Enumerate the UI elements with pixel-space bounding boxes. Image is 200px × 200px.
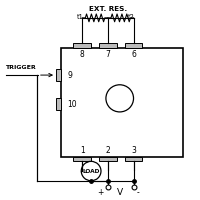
Text: V: V [117, 188, 123, 197]
Text: EXT. RES.: EXT. RES. [89, 6, 127, 12]
Text: 1: 1 [80, 146, 85, 155]
Text: 8: 8 [80, 50, 85, 59]
Text: 9: 9 [67, 71, 72, 80]
Text: LOAD: LOAD [82, 169, 100, 174]
Text: 2: 2 [106, 146, 110, 155]
Bar [73, 43, 91, 48]
Text: t2: t2 [128, 14, 135, 20]
Bar [99, 43, 117, 48]
Bar [61, 48, 183, 157]
Text: 6: 6 [131, 50, 136, 59]
Bar [125, 43, 142, 48]
Bar [73, 157, 91, 161]
Bar [99, 157, 117, 161]
Bar [125, 157, 142, 161]
Text: t1: t1 [77, 14, 84, 20]
Text: TRIGGER: TRIGGER [5, 65, 36, 70]
Bar [56, 98, 61, 110]
Text: 7: 7 [105, 50, 110, 59]
Text: -: - [136, 188, 139, 197]
Text: 3: 3 [131, 146, 136, 155]
Text: +: + [98, 188, 104, 197]
Bar [56, 69, 61, 81]
Text: 10: 10 [67, 100, 77, 109]
